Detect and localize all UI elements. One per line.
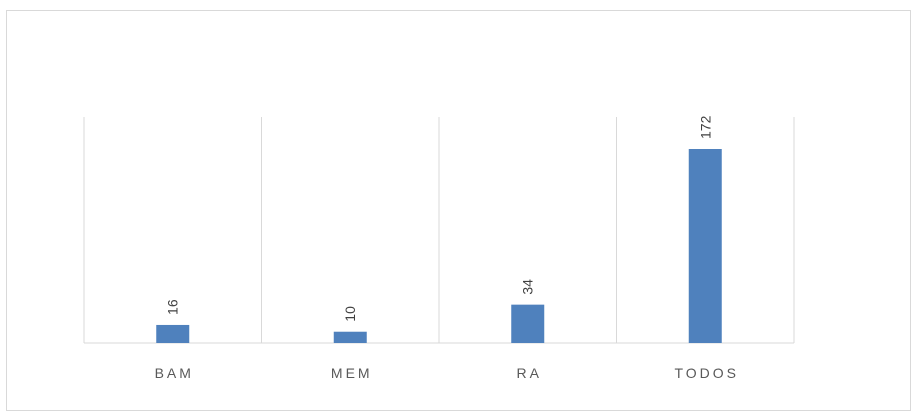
- bar-mem: [333, 331, 367, 343]
- data-labels: 16 10 34 172: [165, 115, 714, 321]
- x-tick-mem: MEM: [331, 365, 373, 381]
- x-tick-ra: RA: [517, 365, 542, 381]
- x-tick-bam: BAM: [155, 365, 194, 381]
- data-label-bam: 16: [165, 299, 181, 315]
- x-tick-labels: BAM MEM RA TODOS: [155, 365, 739, 381]
- bar-ra: [511, 304, 545, 343]
- bar-todos: [688, 149, 722, 343]
- data-label-mem: 10: [342, 306, 358, 322]
- gridlines: [83, 117, 795, 343]
- bar-bam: [156, 324, 190, 343]
- bars: [156, 149, 722, 343]
- data-label-ra: 34: [520, 279, 536, 295]
- data-label-todos: 172: [697, 115, 713, 139]
- chart-area: [6, 10, 911, 411]
- x-tick-todos: TODOS: [674, 365, 739, 381]
